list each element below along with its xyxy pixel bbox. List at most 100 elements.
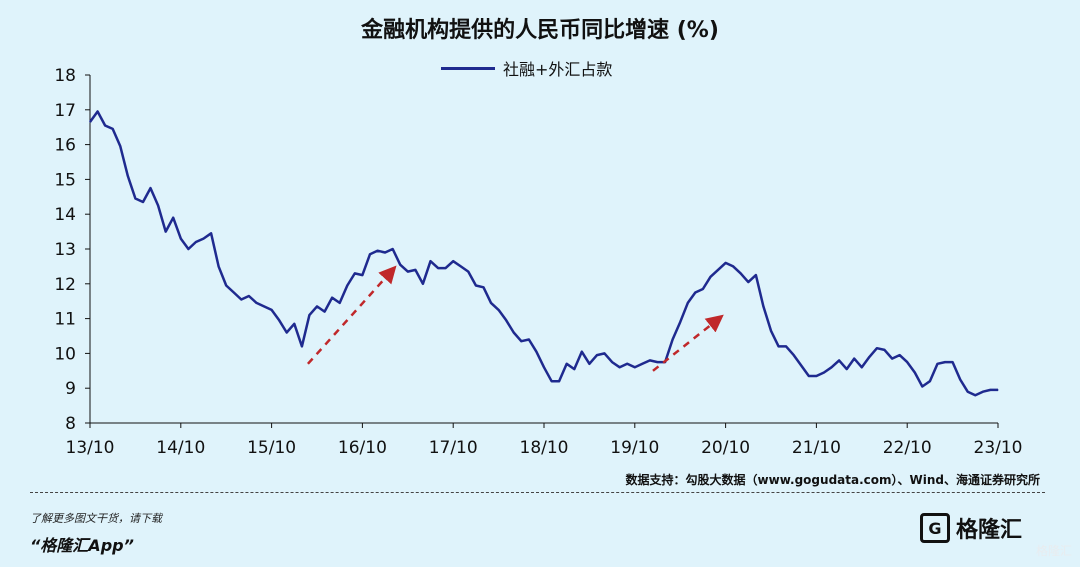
data-point [202, 237, 205, 240]
data-point [498, 309, 500, 311]
data-point [543, 366, 545, 368]
data-point [800, 364, 802, 367]
x-tick-label: 15/10 [247, 438, 296, 458]
data-point [603, 352, 606, 354]
data-point [407, 271, 409, 273]
data-point [876, 347, 878, 349]
legend-swatch [441, 66, 495, 70]
data-point [694, 291, 696, 294]
data-point [740, 272, 742, 274]
data-point [793, 354, 795, 356]
data-point [679, 321, 681, 323]
data-point [641, 363, 643, 365]
data-point [278, 319, 280, 321]
data-point [762, 305, 765, 308]
data-point [467, 271, 469, 273]
data-point [672, 338, 674, 341]
data-point [550, 380, 553, 382]
data-point [346, 284, 348, 287]
data-point [952, 361, 954, 363]
data-point [725, 262, 727, 264]
data-point [838, 359, 840, 361]
data-point [233, 291, 235, 294]
data-point [119, 145, 121, 147]
data-point [944, 361, 946, 363]
data-point [573, 368, 575, 370]
data-point [339, 302, 341, 304]
legend-label: 社融+外汇占款 [503, 60, 613, 79]
data-point [429, 260, 432, 262]
y-tick-label: 10 [54, 344, 76, 364]
y-tick-label: 12 [54, 275, 76, 295]
data-point [361, 274, 363, 276]
data-point [331, 297, 333, 299]
data-point [271, 309, 273, 311]
data-point [861, 366, 863, 368]
data-point [157, 204, 159, 207]
data-point [520, 340, 522, 342]
data-point [384, 251, 386, 254]
data-point [846, 368, 848, 370]
y-tick-label: 18 [54, 66, 76, 86]
data-point [490, 302, 492, 304]
trend-arrow [306, 265, 397, 365]
data-point [369, 253, 371, 255]
data-point [687, 302, 689, 304]
data-point [747, 281, 749, 283]
data-point [989, 389, 992, 391]
data-point [830, 366, 833, 368]
data-point [581, 351, 583, 353]
data-point [460, 265, 462, 267]
y-tick-label: 13 [54, 240, 76, 260]
data-point [997, 389, 999, 391]
data-point [732, 265, 734, 267]
y-tick-label: 14 [54, 205, 76, 225]
data-point [974, 394, 976, 396]
data-point [286, 331, 288, 334]
x-tick-label: 14/10 [156, 438, 205, 458]
data-point [649, 359, 651, 361]
data-point [308, 314, 311, 316]
data-point [777, 345, 780, 348]
data-point [808, 375, 810, 377]
data-point [142, 201, 144, 203]
data-point [218, 265, 220, 267]
data-point [96, 110, 99, 113]
footer-note: 了解更多图文干货，请下载 [30, 512, 162, 525]
data-point [513, 331, 515, 334]
data-point [293, 323, 295, 325]
y-tick-label: 15 [54, 170, 76, 190]
x-tick-label: 18/10 [520, 438, 569, 458]
x-tick-label: 21/10 [792, 438, 841, 458]
data-point [172, 217, 174, 219]
data-point [248, 295, 250, 297]
data-point [967, 391, 969, 393]
data-point [619, 366, 621, 368]
data-point [914, 371, 916, 374]
data-point [959, 378, 961, 381]
data-point [165, 231, 167, 233]
data-point [89, 121, 91, 123]
data-point [187, 248, 189, 250]
data-point [528, 338, 530, 341]
data-point [626, 363, 628, 365]
data-point [263, 305, 265, 308]
data-point [891, 358, 893, 360]
data-point [255, 302, 258, 304]
data-point [195, 241, 197, 243]
data-point [785, 345, 787, 348]
data-point [392, 248, 394, 250]
data-point [482, 286, 485, 288]
data-point [770, 330, 772, 332]
series-line [88, 110, 998, 397]
data-point [301, 345, 303, 348]
x-tick-label: 22/10 [883, 438, 932, 458]
y-tick-label: 8 [65, 414, 76, 434]
data-point [656, 361, 659, 363]
x-tick-label: 23/10 [974, 438, 1023, 458]
data-point [180, 237, 182, 240]
data-point [376, 250, 379, 252]
data-point [566, 363, 568, 365]
data-point [921, 385, 923, 388]
